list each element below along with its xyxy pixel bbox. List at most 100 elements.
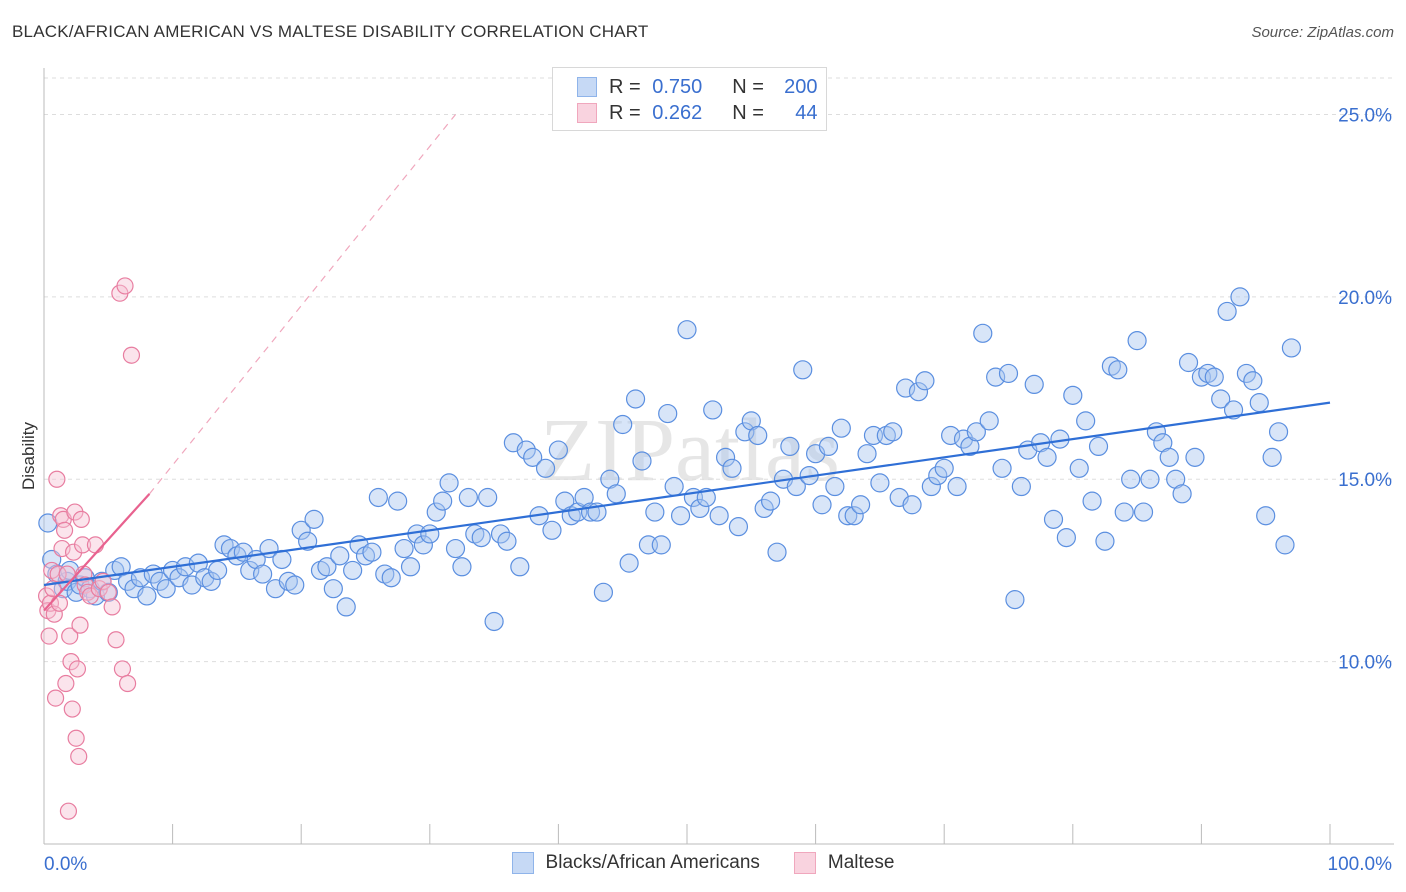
point-blacks bbox=[722, 458, 742, 478]
point-maltese bbox=[118, 674, 137, 693]
point-blacks bbox=[851, 495, 871, 515]
legend-r-value: 0.262 bbox=[652, 101, 703, 124]
point-maltese bbox=[99, 583, 117, 601]
point-blacks bbox=[298, 531, 318, 551]
point-blacks bbox=[896, 378, 916, 398]
point-blacks bbox=[542, 520, 562, 540]
y-tick-label: 25.0% bbox=[1338, 105, 1392, 126]
bottom-legend-swatch-blacks bbox=[511, 852, 534, 874]
point-blacks bbox=[1249, 393, 1269, 413]
legend-n-label: N = bbox=[732, 101, 770, 124]
point-maltese bbox=[73, 536, 92, 554]
point-blacks bbox=[208, 560, 228, 581]
point-blacks bbox=[767, 542, 787, 562]
y-tick-label: 10.0% bbox=[1338, 653, 1392, 674]
point-blacks bbox=[934, 458, 954, 478]
point-blacks bbox=[915, 371, 935, 391]
point-maltese bbox=[45, 605, 63, 623]
point-maltese bbox=[48, 470, 66, 488]
point-blacks bbox=[413, 535, 433, 555]
point-blacks bbox=[1095, 531, 1115, 551]
point-blacks bbox=[947, 476, 967, 497]
y-tick-label: 20.0% bbox=[1338, 288, 1392, 309]
point-blacks bbox=[1262, 447, 1282, 467]
point-blacks bbox=[658, 403, 678, 424]
point-maltese bbox=[68, 660, 87, 678]
legend-swatch-blacks bbox=[577, 77, 597, 97]
point-blacks bbox=[478, 487, 498, 508]
legend-n-value: 200 bbox=[784, 75, 818, 98]
point-blacks bbox=[497, 531, 517, 551]
point-blacks bbox=[857, 444, 877, 464]
point-blacks bbox=[780, 436, 800, 457]
bottom-legend-maltese: Maltese bbox=[793, 852, 894, 874]
source-label: Source: ZipAtlas.com bbox=[1251, 24, 1394, 41]
series-maltese-points bbox=[37, 277, 141, 820]
point-blacks bbox=[523, 447, 543, 467]
bottom-legend: Blacks/African Americans Maltese bbox=[0, 852, 1406, 874]
point-blacks bbox=[394, 538, 414, 559]
point-blacks bbox=[445, 538, 466, 559]
point-blacks bbox=[1133, 502, 1154, 522]
chart-title: BLACK/AFRICAN AMERICAN VS MALTESE DISABI… bbox=[12, 22, 649, 41]
point-blacks bbox=[137, 586, 157, 606]
point-blacks bbox=[426, 502, 446, 522]
point-blacks bbox=[619, 553, 639, 573]
legend-swatch-maltese bbox=[577, 103, 597, 123]
point-maltese bbox=[40, 627, 58, 645]
point-maltese bbox=[55, 521, 74, 539]
point-blacks bbox=[651, 535, 671, 555]
point-blacks bbox=[1076, 411, 1096, 431]
point-blacks bbox=[645, 502, 665, 522]
point-blacks bbox=[793, 360, 813, 380]
point-maltese bbox=[81, 587, 99, 605]
point-blacks bbox=[883, 422, 903, 442]
axes bbox=[43, 68, 1394, 845]
point-blacks bbox=[400, 557, 421, 577]
bottom-legend-label-blacks: Blacks/African Americans bbox=[545, 852, 760, 873]
point-maltese bbox=[67, 729, 85, 747]
point-blacks bbox=[928, 465, 948, 486]
point-blacks bbox=[606, 484, 626, 504]
point-blacks bbox=[156, 579, 176, 599]
point-blacks bbox=[979, 411, 999, 431]
bottom-legend-blacks: Blacks/African Americans bbox=[511, 852, 760, 874]
legend-n-value: 44 bbox=[795, 101, 818, 124]
bottom-legend-swatch-maltese bbox=[793, 852, 816, 874]
point-blacks bbox=[1108, 360, 1128, 380]
point-blacks bbox=[1204, 367, 1224, 387]
point-blacks bbox=[433, 491, 453, 511]
legend-row-maltese: R = 0.262 N = 44 bbox=[577, 100, 818, 126]
point-maltese bbox=[46, 689, 65, 707]
legend-row-blacks: R = 0.750 N = 200 bbox=[577, 74, 818, 100]
point-blacks bbox=[812, 495, 832, 515]
point-maltese bbox=[70, 747, 88, 766]
point-blacks bbox=[1127, 331, 1147, 351]
point-blacks bbox=[1275, 535, 1295, 555]
point-blacks bbox=[1243, 371, 1263, 391]
point-blacks bbox=[902, 495, 922, 515]
point-maltese bbox=[113, 660, 132, 678]
point-blacks bbox=[973, 323, 993, 343]
point-blacks bbox=[1082, 491, 1102, 511]
point-maltese bbox=[103, 598, 121, 616]
point-blacks bbox=[317, 557, 337, 577]
point-blacks bbox=[278, 571, 298, 591]
point-blacks bbox=[420, 524, 440, 544]
point-blacks bbox=[870, 473, 890, 493]
point-blacks bbox=[548, 440, 569, 460]
point-blacks bbox=[941, 425, 961, 446]
point-blacks bbox=[452, 557, 472, 577]
trend-line-maltese bbox=[43, 493, 151, 612]
point-blacks bbox=[966, 422, 986, 442]
point-maltese bbox=[59, 802, 78, 820]
point-blacks bbox=[1172, 484, 1192, 504]
point-blacks bbox=[471, 527, 491, 548]
point-blacks bbox=[1114, 502, 1134, 522]
point-blacks bbox=[240, 560, 260, 581]
point-blacks bbox=[98, 582, 118, 602]
point-blacks bbox=[214, 535, 234, 555]
point-blacks bbox=[291, 520, 311, 540]
point-blacks bbox=[838, 506, 858, 526]
